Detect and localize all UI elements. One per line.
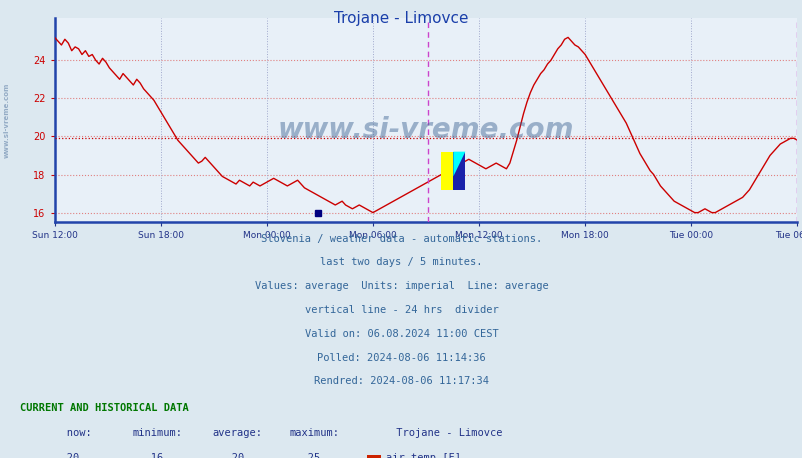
Text: minimum:: minimum: (132, 428, 182, 438)
Text: 16: 16 (132, 453, 164, 458)
Bar (453, 152, 465, 190)
Text: last two days / 5 minutes.: last two days / 5 minutes. (320, 257, 482, 267)
Bar (441, 152, 453, 190)
Text: Polled: 2024-08-06 11:14:36: Polled: 2024-08-06 11:14:36 (317, 353, 485, 363)
Polygon shape (453, 152, 465, 176)
Text: 25: 25 (289, 453, 320, 458)
Text: www.si-vreme.com: www.si-vreme.com (3, 82, 10, 158)
Text: Trojane - Limovce: Trojane - Limovce (365, 428, 502, 438)
Text: Rendred: 2024-08-06 11:17:34: Rendred: 2024-08-06 11:17:34 (314, 376, 488, 387)
Text: Values: average  Units: imperial  Line: average: Values: average Units: imperial Line: av… (254, 281, 548, 291)
Text: Slovenia / weather data - automatic stations.: Slovenia / weather data - automatic stat… (261, 234, 541, 244)
Text: air temp.[F]: air temp.[F] (386, 453, 460, 458)
Text: Valid on: 06.08.2024 11:00 CEST: Valid on: 06.08.2024 11:00 CEST (304, 329, 498, 339)
Text: Trojane - Limovce: Trojane - Limovce (334, 11, 468, 27)
Text: www.si-vreme.com: www.si-vreme.com (277, 116, 573, 144)
Text: now:: now: (48, 428, 91, 438)
Text: 20: 20 (213, 453, 244, 458)
Text: CURRENT AND HISTORICAL DATA: CURRENT AND HISTORICAL DATA (20, 403, 188, 413)
Text: 20: 20 (48, 453, 79, 458)
Text: average:: average: (213, 428, 262, 438)
Text: vertical line - 24 hrs  divider: vertical line - 24 hrs divider (304, 305, 498, 315)
Text: maximum:: maximum: (289, 428, 338, 438)
